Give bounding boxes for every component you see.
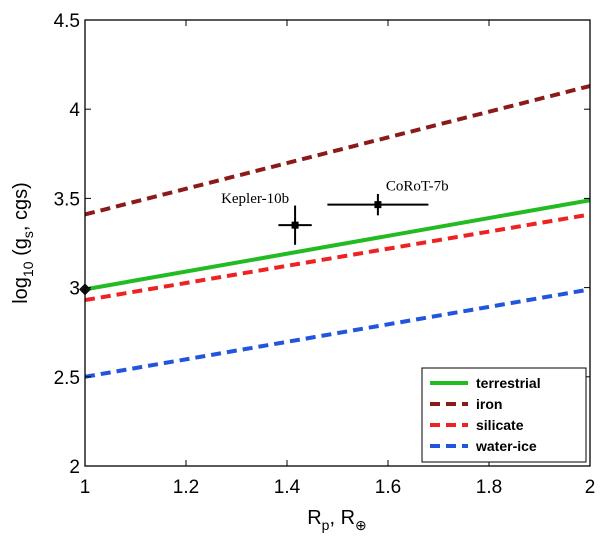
- data-point: [374, 201, 382, 209]
- legend-label-water-ice: water-ice: [475, 438, 537, 454]
- legend: terrestrial iron silicate water-ice: [421, 367, 587, 463]
- legend-label-iron: iron: [476, 396, 502, 412]
- data-point: [291, 221, 299, 229]
- y-tick-label: 3: [69, 279, 80, 300]
- x-tick-label: 1: [80, 477, 91, 498]
- x-axis-title: Rp, R⊕: [307, 507, 367, 533]
- x-tick-label: 1.6: [375, 477, 401, 498]
- y-axis-title: log10 (gs, cgs): [10, 182, 36, 304]
- x-tick-label: 1.2: [173, 477, 199, 498]
- y-tick-label: 2: [69, 457, 80, 478]
- x-tick-label: 1.8: [476, 477, 502, 498]
- y-tick-label: 2.5: [54, 368, 80, 389]
- series-line-water-ice: [85, 287, 590, 379]
- x-tick-label: 1.4: [274, 477, 301, 498]
- series-layer: [85, 84, 590, 379]
- ticks-layer: 1 1.2 1.4 1.6 1.8 2 2 2.5 3 3.5 4 4.5: [54, 11, 596, 498]
- points-layer: Kepler-10b CoRoT-7b: [79, 179, 449, 296]
- y-tick-label: 3.5: [54, 189, 80, 210]
- point-label: Kepler-10b: [221, 191, 289, 207]
- series-line-silicate: [85, 212, 590, 303]
- y-tick-label: 4.5: [54, 11, 80, 32]
- point-label: CoRoT-7b: [386, 179, 449, 195]
- series-line-terrestrial: [85, 198, 590, 292]
- plot-frame: [84, 19, 591, 467]
- legend-label-silicate: silicate: [476, 417, 524, 433]
- legend-label-terrestrial: terrestrial: [476, 375, 541, 391]
- y-tick-label: 4: [69, 100, 80, 121]
- series-line-iron: [85, 84, 590, 217]
- x-tick-label: 2: [585, 477, 596, 498]
